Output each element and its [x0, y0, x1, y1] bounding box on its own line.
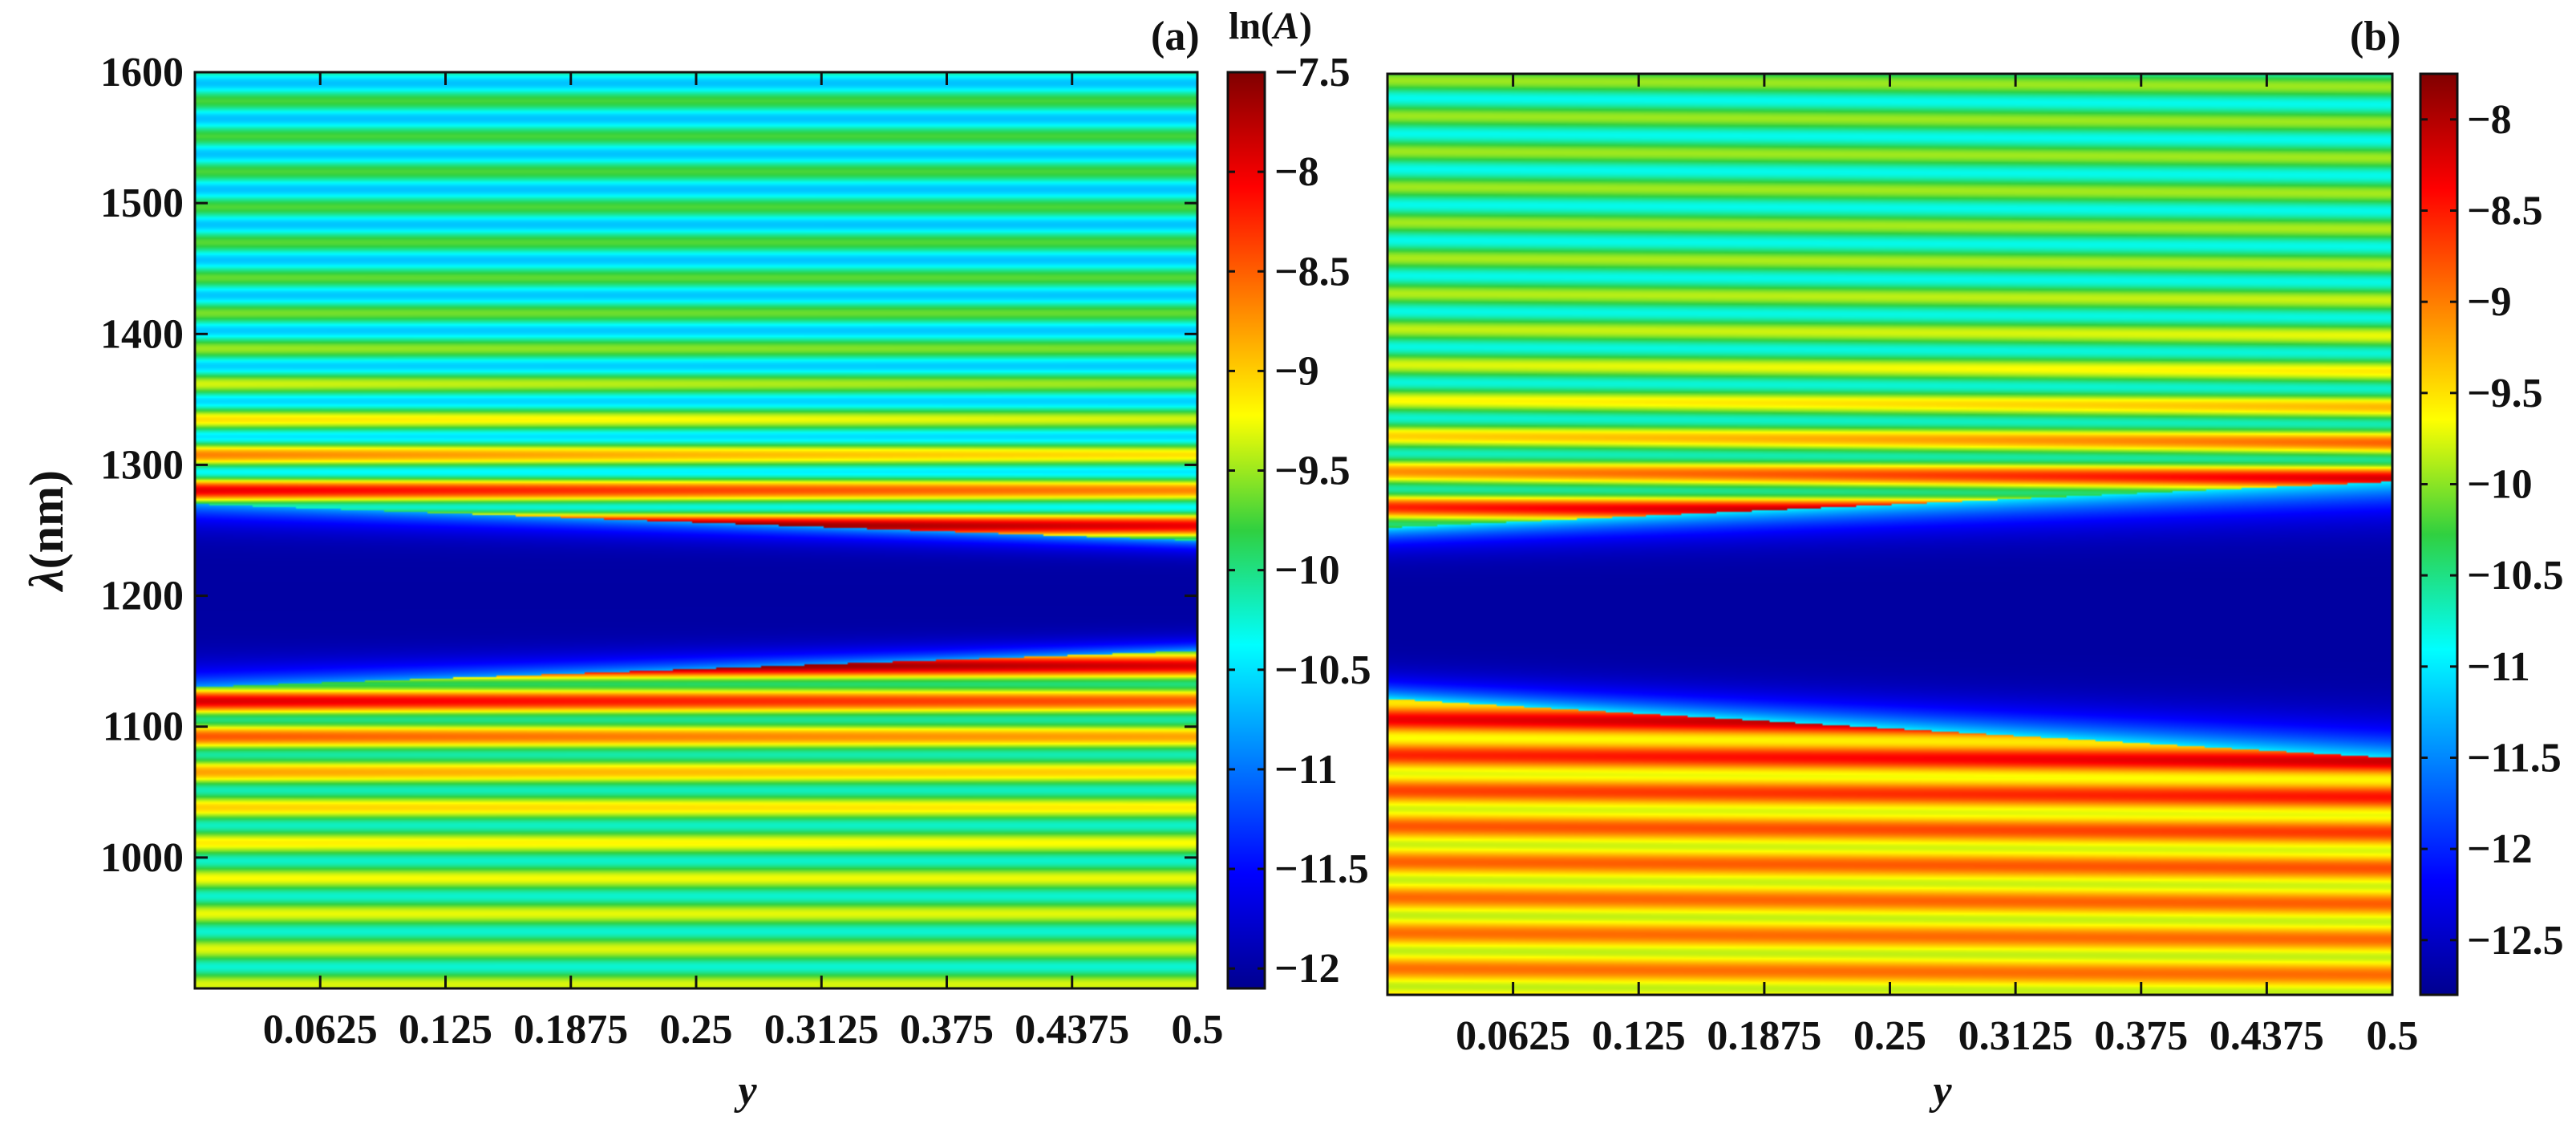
x-tick-label: 0.125: [1592, 1013, 1686, 1059]
colorbar-a-title: ln(A): [1229, 5, 1312, 47]
colorbar-b: [2419, 72, 2459, 996]
y-tick-label: 1400: [100, 311, 184, 357]
x-tick-label: 0.375: [2094, 1013, 2188, 1059]
x-axis-b-title: y: [1928, 1068, 1952, 1114]
colorbar-a-title-prefix: ln(: [1229, 5, 1274, 47]
x-tick-label: 0.0625: [263, 1007, 378, 1053]
x-tick-label: 0.0625: [1456, 1013, 1570, 1059]
y-tick-label: 1100: [103, 704, 184, 750]
x-tick-label: 0.1875: [513, 1007, 628, 1053]
colorbar-tick-label: −12: [1274, 946, 1340, 992]
colorbar-tick-label: −11: [2467, 644, 2530, 690]
x-tick-label: 0.25: [1853, 1013, 1926, 1059]
colorbar-tick-label: −12.5: [2467, 918, 2564, 964]
y-tick-label: 1200: [100, 574, 184, 619]
x-tick-label: 0.25: [660, 1007, 733, 1053]
colorbar-tick-label: −9.5: [2467, 371, 2543, 416]
colorbar-tick-label: −8.5: [2467, 188, 2543, 233]
colorbar-tick-label: −12: [2467, 826, 2533, 872]
colorbar-tick-label: −7.5: [1274, 50, 1351, 95]
x-tick-label: 0.4375: [2209, 1013, 2324, 1059]
colorbar-a-title-var: A: [1271, 5, 1299, 47]
x-axis-a-title: y: [733, 1068, 757, 1114]
y-tick-label: 1300: [100, 442, 184, 488]
colorbar-tick-label: −10.5: [2467, 553, 2564, 599]
colorbar-tick-label: −9.5: [1274, 448, 1351, 494]
colorbar-b-ticks: −8 −8.5 −9 −9.5 −10 −10.5 −11 −11.5 −12 −12.5: [2420, 97, 2564, 964]
x-tick-label: 0.5: [1172, 1007, 1224, 1053]
x-axis-a: 0.0625 0.125 0.1875 0.25 0.3125 0.375 0.4375 0.…: [263, 72, 1224, 1053]
colorbar-tick-label: −8: [1274, 149, 1319, 195]
colorbar-a: [1226, 71, 1266, 990]
colorbar-tick-label: −8.5: [1274, 249, 1351, 294]
colorbar-tick-label: −9: [2467, 279, 2512, 325]
colorbar-tick-label: −11.5: [1274, 846, 1369, 892]
x-tick-label: 0.3125: [1958, 1013, 2073, 1059]
heatmap-a-image: [195, 72, 1197, 988]
panel-b-label: (b): [2350, 14, 2401, 59]
y-tick-label: 1500: [100, 181, 184, 226]
colorbar-tick-label: −11.5: [2467, 735, 2562, 781]
colorbar-tick-label: −9: [1274, 348, 1319, 394]
y-axis-a: 1000 1100 1200 1300 1400 1500 1600: [100, 50, 1197, 881]
x-tick-label: 0.4375: [1015, 1007, 1129, 1053]
x-axis-b: 0.0625 0.125 0.1875 0.25 0.3125 0.375 0.4375 0.…: [1456, 74, 2419, 1059]
x-tick-label: 0.1875: [1707, 1013, 1821, 1059]
colorbar-tick-label: −10: [1274, 548, 1340, 594]
panel-a-label: (a): [1151, 14, 1200, 59]
x-tick-label: 0.5: [2367, 1013, 2419, 1059]
colorbar-a-ticks: −7.5 −8 −8.5 −9 −9.5 −10 −10.5 −11 −11.5 −12: [1228, 50, 1371, 992]
x-tick-label: 0.3125: [764, 1007, 879, 1053]
colorbar-tick-label: −11: [1274, 747, 1338, 793]
y-axis-title: λ(nm): [20, 470, 73, 593]
y-tick-label: 1600: [100, 50, 184, 95]
x-tick-label: 0.125: [399, 1007, 492, 1053]
x-tick-label: 0.375: [900, 1007, 994, 1053]
y-axis-title-unit: (nm): [20, 470, 73, 569]
colorbar-tick-label: −8: [2467, 97, 2512, 143]
y-tick-label: 1000: [100, 835, 184, 881]
colorbar-tick-label: −10.5: [1274, 647, 1371, 693]
colorbar-a-title-suffix: ): [1299, 5, 1312, 47]
panel-a: 0.0625 0.125 0.1875 0.25 0.3125 0.375 0.4375 0.…: [20, 5, 1371, 1114]
panel-b: 0.0625 0.125 0.1875 0.25 0.3125 0.375 0.4375 0.…: [1386, 14, 2564, 1114]
y-axis-title-symbol: λ: [20, 569, 73, 593]
colorbar-tick-label: −10: [2467, 461, 2533, 507]
heatmap-b-image: [1387, 74, 2392, 995]
